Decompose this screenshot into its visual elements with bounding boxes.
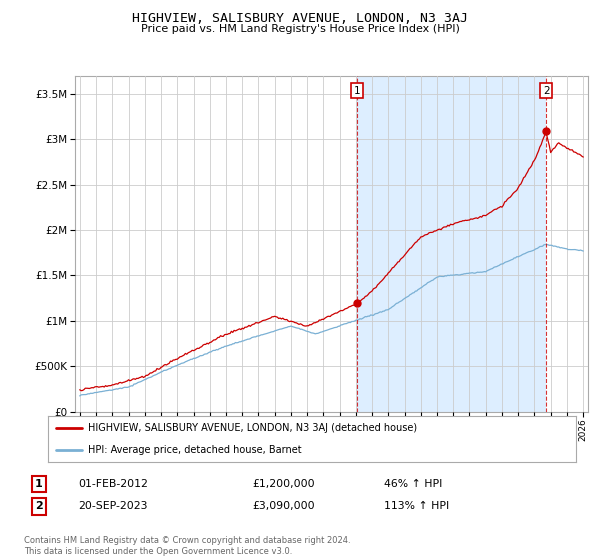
Text: 1: 1	[354, 86, 361, 96]
Text: HPI: Average price, detached house, Barnet: HPI: Average price, detached house, Barn…	[88, 445, 301, 455]
Text: 2: 2	[35, 501, 43, 511]
Text: 2: 2	[543, 86, 550, 96]
Text: 20-SEP-2023: 20-SEP-2023	[78, 501, 148, 511]
Text: 113% ↑ HPI: 113% ↑ HPI	[384, 501, 449, 511]
Text: Price paid vs. HM Land Registry's House Price Index (HPI): Price paid vs. HM Land Registry's House …	[140, 24, 460, 34]
Bar	[357, 76, 546, 412]
Text: 01-FEB-2012: 01-FEB-2012	[78, 479, 148, 489]
Text: Contains HM Land Registry data © Crown copyright and database right 2024.
This d: Contains HM Land Registry data © Crown c…	[24, 536, 350, 556]
Text: £3,090,000: £3,090,000	[252, 501, 314, 511]
Text: 1: 1	[35, 479, 43, 489]
Text: £1,200,000: £1,200,000	[252, 479, 314, 489]
Text: HIGHVIEW, SALISBURY AVENUE, LONDON, N3 3AJ (detached house): HIGHVIEW, SALISBURY AVENUE, LONDON, N3 3…	[88, 423, 417, 433]
Text: HIGHVIEW, SALISBURY AVENUE, LONDON, N3 3AJ: HIGHVIEW, SALISBURY AVENUE, LONDON, N3 3…	[132, 12, 468, 25]
Text: 46% ↑ HPI: 46% ↑ HPI	[384, 479, 442, 489]
